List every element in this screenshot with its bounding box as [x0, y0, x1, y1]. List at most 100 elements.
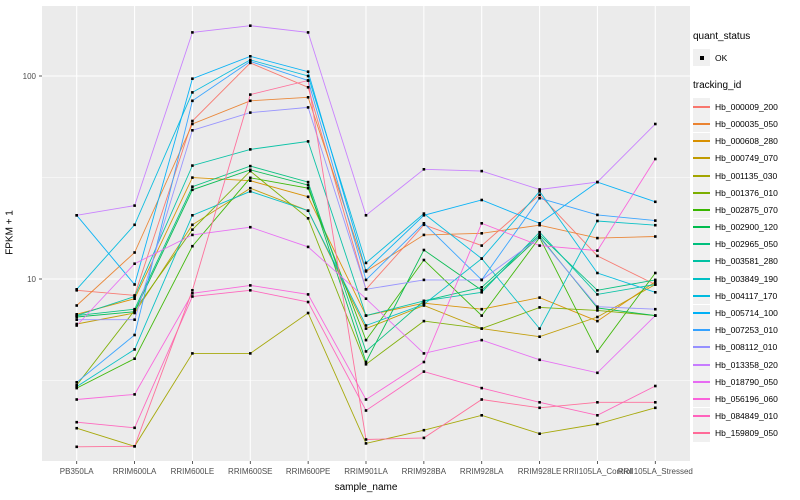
x-tick-label: RRIM600LA [113, 467, 157, 476]
data-point [191, 77, 194, 80]
data-point [596, 249, 599, 252]
line-swatch-icon [693, 329, 710, 332]
legend-item-Hb_004117_170: Hb_004117_170 [693, 287, 799, 305]
line-swatch-icon [693, 294, 710, 297]
data-point [133, 426, 136, 430]
data-point [480, 307, 483, 311]
data-point [480, 278, 483, 282]
data-point [422, 428, 426, 432]
data-point [306, 106, 310, 109]
data-point [654, 314, 657, 317]
legend-item-Hb_008112_010: Hb_008112_010 [693, 338, 799, 356]
data-point [422, 223, 426, 227]
data-point [422, 233, 426, 237]
data-point [249, 58, 252, 62]
data-point [422, 214, 426, 217]
data-point [480, 244, 483, 247]
data-point [654, 283, 657, 286]
data-point [191, 185, 194, 188]
line-swatch-icon [693, 397, 710, 400]
legend-item-label: Hb_007253_010 [715, 325, 778, 336]
legend-item-label: Hb_001135_030 [715, 170, 778, 181]
data-point [306, 195, 310, 199]
data-point [191, 233, 194, 237]
legend-item-Hb_001135_030: Hb_001135_030 [693, 167, 799, 185]
legend-item-label: Hb_005714_100 [715, 308, 778, 319]
data-point [480, 286, 483, 289]
data-point [480, 198, 483, 202]
data-point [75, 322, 78, 326]
legend-item-label: Hb_018790_050 [715, 376, 778, 387]
data-point [75, 420, 78, 424]
data-point [480, 386, 483, 390]
data-point [306, 86, 310, 89]
data-point [249, 24, 252, 27]
data-point [306, 217, 310, 220]
legend-item-Hb_159809_050: Hb_159809_050 [693, 424, 799, 442]
data-point [249, 352, 252, 355]
data-point [364, 338, 368, 342]
data-point [249, 284, 252, 287]
data-point [133, 348, 136, 351]
legend-key-swatch [693, 149, 710, 167]
data-point [249, 55, 252, 58]
legend-title-quant-status: quant_status [693, 31, 751, 42]
data-point [654, 122, 657, 126]
data-point [364, 324, 368, 327]
data-point [306, 186, 310, 190]
data-point [75, 314, 78, 317]
data-point [249, 176, 252, 180]
data-point [596, 305, 599, 308]
legend-key-swatch [693, 424, 710, 442]
data-point [654, 291, 657, 294]
legend-item-label: Hb_084849_010 [715, 411, 778, 422]
data-point [364, 314, 368, 317]
data-point [191, 244, 194, 248]
data-point [596, 180, 599, 184]
line-swatch-icon [693, 380, 710, 383]
legend-item-Hb_084849_010: Hb_084849_010 [693, 407, 799, 425]
legend-item-ok: OK [693, 49, 799, 67]
data-point [306, 311, 310, 315]
legend-key-swatch [693, 132, 710, 150]
data-point [75, 324, 78, 327]
line-swatch-icon [693, 277, 710, 280]
data-point [191, 31, 194, 34]
data-point [654, 157, 657, 161]
data-point [654, 235, 657, 238]
data-point [538, 236, 541, 239]
legend-key-swatch [693, 252, 710, 270]
legend-key-swatch [693, 373, 710, 391]
data-point [538, 222, 541, 225]
legend-item-Hb_000608_280: Hb_000608_280 [693, 132, 799, 150]
data-point [306, 31, 310, 34]
data-point [75, 318, 78, 321]
data-point [596, 271, 599, 275]
legend-item-Hb_002965_050: Hb_002965_050 [693, 235, 799, 253]
data-point [191, 99, 194, 103]
data-point [133, 295, 136, 298]
data-point [133, 318, 136, 321]
legend-key-ok [693, 49, 710, 67]
data-point [191, 122, 194, 126]
data-point [538, 188, 541, 191]
data-point [422, 370, 426, 373]
data-point [422, 352, 426, 355]
line-swatch-icon [693, 191, 710, 194]
data-point [596, 315, 599, 319]
x-axis-title: sample_name [334, 482, 398, 493]
legend-key-swatch [693, 338, 710, 356]
data-point [480, 291, 483, 294]
data-point [133, 445, 136, 448]
data-point [191, 295, 194, 298]
legend-key-swatch [693, 287, 710, 305]
data-point [191, 352, 194, 355]
legend-item-label: Hb_000035_050 [715, 118, 778, 129]
data-point [596, 371, 599, 375]
data-point [654, 219, 657, 222]
legend-item-label: Hb_056196_060 [715, 393, 778, 404]
legend-item-Hb_001376_010: Hb_001376_010 [693, 184, 799, 202]
x-tick-label: RRIM600SE [228, 467, 272, 476]
legend-item-label: Hb_002900_120 [715, 222, 778, 233]
legend-item-Hb_002900_120: Hb_002900_120 [693, 218, 799, 236]
